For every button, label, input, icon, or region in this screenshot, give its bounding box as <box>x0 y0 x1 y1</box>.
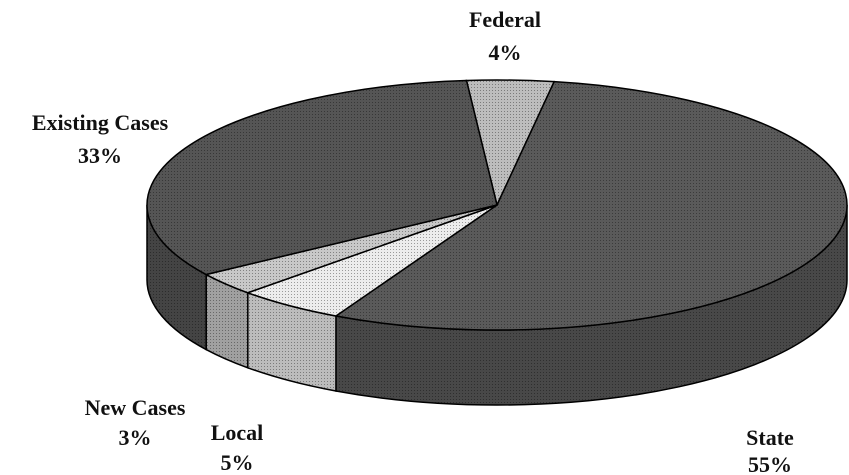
slice-texture <box>466 80 555 205</box>
slice-texture <box>247 205 497 316</box>
slice-label: State <box>746 425 794 450</box>
pie-tops <box>146 79 848 331</box>
slice-label: Existing Cases <box>32 110 169 135</box>
slice-label: New Cases <box>85 395 186 420</box>
slice-label: Local <box>211 420 264 445</box>
slice-value-label: 4% <box>489 40 522 65</box>
slice-value-label: 3% <box>119 425 152 450</box>
side-texture <box>206 274 248 368</box>
side-texture <box>335 205 847 406</box>
side-shade <box>335 205 847 406</box>
pie-sides <box>146 204 848 406</box>
side-shade <box>206 274 248 368</box>
slice-value-label: 55% <box>748 452 792 475</box>
slice-value-label: 5% <box>221 450 254 475</box>
slice-label: Federal <box>469 7 541 32</box>
slice-texture <box>206 205 497 293</box>
side-shade <box>247 292 336 391</box>
slice-value-label: 33% <box>78 143 122 168</box>
slice-texture <box>147 80 498 275</box>
slice-texture <box>335 81 847 330</box>
side-texture <box>247 292 336 391</box>
